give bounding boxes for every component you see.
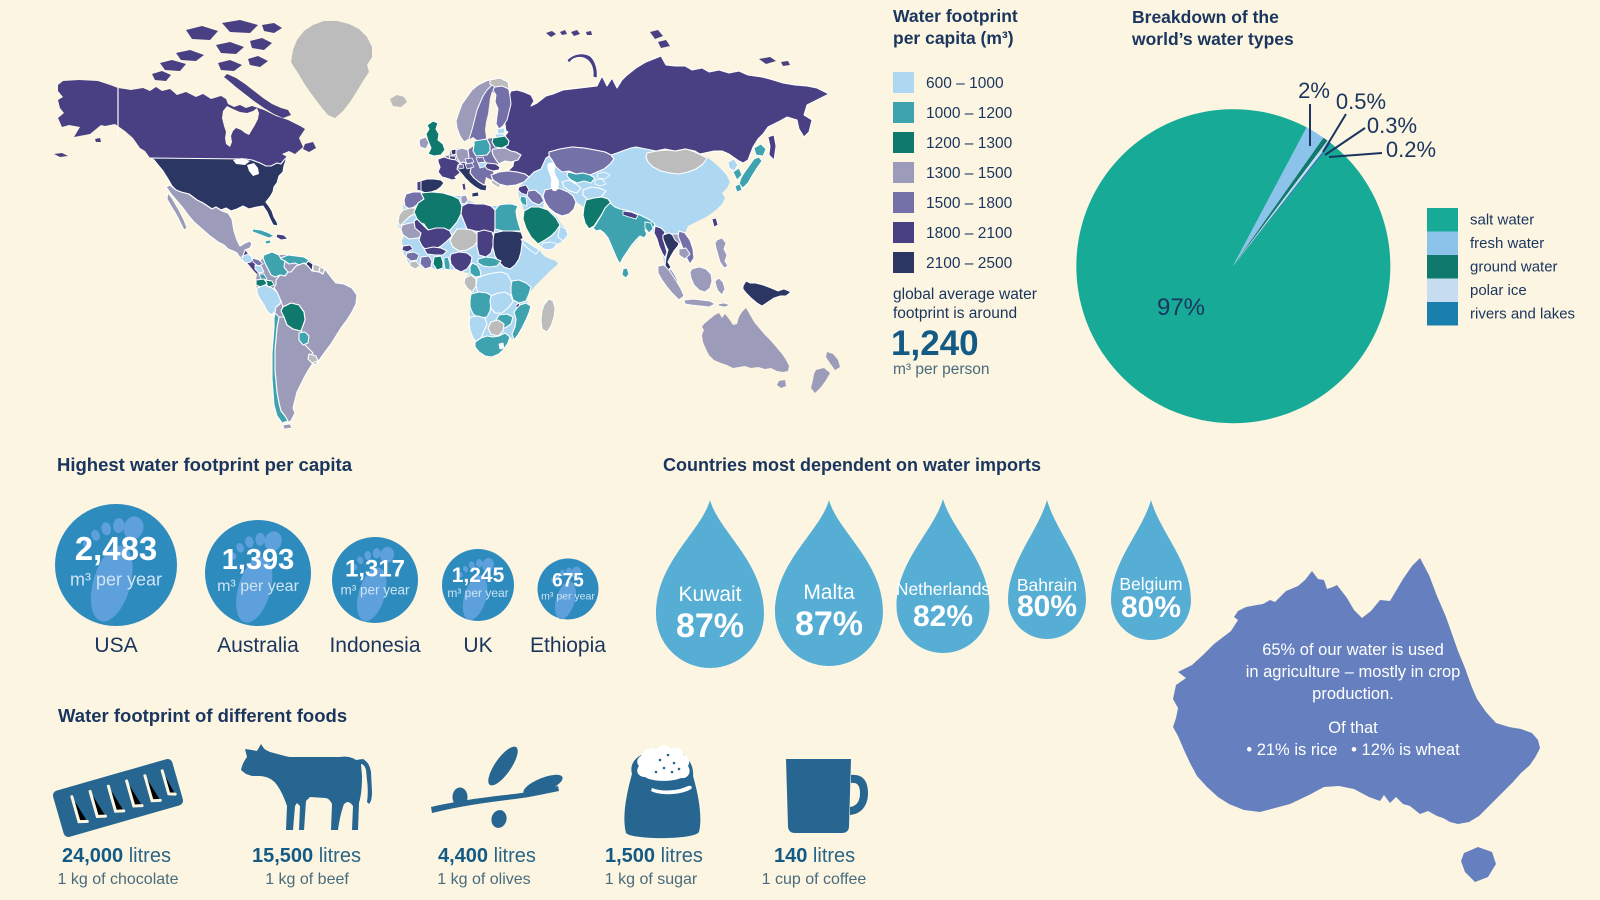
svg-text:Ethiopia: Ethiopia xyxy=(530,634,606,657)
svg-text:0.5%: 0.5% xyxy=(1336,89,1386,114)
svg-text:m³ per year: m³ per year xyxy=(340,583,410,598)
svg-text:salt water: salt water xyxy=(1470,212,1534,229)
svg-text:Kuwait: Kuwait xyxy=(678,583,741,606)
svg-text:Australia: Australia xyxy=(217,634,299,657)
svg-text:4,400 litres: 4,400 litres xyxy=(438,845,536,867)
svg-text:USA: USA xyxy=(94,634,137,657)
svg-text:Netherlands: Netherlands xyxy=(896,579,991,599)
svg-text:Breakdown of the: Breakdown of the xyxy=(1132,7,1279,27)
svg-text:1 kg of chocolate: 1 kg of chocolate xyxy=(58,871,179,888)
svg-text:Malta: Malta xyxy=(803,581,855,604)
svg-text:world’s water types: world’s water types xyxy=(1131,29,1294,49)
svg-text:2100 – 2500: 2100 – 2500 xyxy=(926,255,1013,272)
svg-text:m³ per year: m³ per year xyxy=(217,578,299,595)
svg-text:ground water: ground water xyxy=(1470,259,1558,276)
svg-text:80%: 80% xyxy=(1121,591,1181,624)
svg-text:UK: UK xyxy=(463,634,492,657)
svg-text:• 21% is rice • 12% is wheat: • 21% is rice • 12% is wheat xyxy=(1246,741,1460,759)
svg-text:1800 – 2100: 1800 – 2100 xyxy=(926,225,1013,242)
svg-text:1 cup of coffee: 1 cup of coffee xyxy=(762,871,867,888)
svg-text:m³ per person: m³ per person xyxy=(893,361,989,378)
svg-text:1,317: 1,317 xyxy=(345,556,405,583)
svg-text:1 kg of beef: 1 kg of beef xyxy=(265,871,349,888)
svg-text:polar ice: polar ice xyxy=(1470,282,1527,299)
svg-text:1200 – 1300: 1200 – 1300 xyxy=(926,135,1013,152)
svg-text:1 kg of olives: 1 kg of olives xyxy=(437,871,530,888)
svg-text:87%: 87% xyxy=(795,605,863,643)
svg-text:1 kg of sugar: 1 kg of sugar xyxy=(605,871,698,888)
svg-text:82%: 82% xyxy=(913,600,973,633)
svg-text:15,500 litres: 15,500 litres xyxy=(252,845,361,867)
svg-text:1500 – 1800: 1500 – 1800 xyxy=(926,195,1013,212)
svg-text:65% of our water is used: 65% of our water is used xyxy=(1262,641,1444,659)
svg-text:Water footprint of different f: Water footprint of different foods xyxy=(58,705,347,726)
svg-text:rivers and lakes: rivers and lakes xyxy=(1470,306,1575,323)
svg-text:per capita (m³): per capita (m³) xyxy=(893,28,1014,48)
svg-text:2,483: 2,483 xyxy=(75,530,158,567)
svg-text:Bahrain: Bahrain xyxy=(1017,575,1077,595)
svg-text:80%: 80% xyxy=(1017,590,1077,623)
svg-text:Of that: Of that xyxy=(1328,719,1378,737)
svg-text:140 litres: 140 litres xyxy=(774,845,855,867)
svg-text:675: 675 xyxy=(552,571,584,592)
svg-text:m³ per year: m³ per year xyxy=(70,570,162,590)
svg-text:1000 – 1200: 1000 – 1200 xyxy=(926,105,1013,122)
svg-text:97%: 97% xyxy=(1157,294,1205,321)
svg-text:m³ per year: m³ per year xyxy=(447,586,508,600)
svg-text:m³ per year: m³ per year xyxy=(541,590,595,602)
svg-text:Belgium: Belgium xyxy=(1119,574,1182,594)
svg-text:1,240: 1,240 xyxy=(891,324,979,363)
svg-text:Countries most dependent on wa: Countries most dependent on water import… xyxy=(663,455,1041,475)
svg-text:footprint is around: footprint is around xyxy=(893,305,1017,322)
svg-text:in agriculture – mostly in cro: in agriculture – mostly in crop xyxy=(1246,663,1461,681)
svg-text:1300 – 1500: 1300 – 1500 xyxy=(926,165,1013,182)
svg-text:1,393: 1,393 xyxy=(222,544,295,576)
svg-text:fresh water: fresh water xyxy=(1470,235,1544,252)
svg-text:24,000 litres: 24,000 litres xyxy=(62,845,171,867)
svg-text:0.3%: 0.3% xyxy=(1367,113,1417,138)
svg-text:0.2%: 0.2% xyxy=(1386,137,1436,162)
svg-text:87%: 87% xyxy=(676,607,744,645)
svg-text:2%: 2% xyxy=(1298,78,1330,103)
svg-text:global average water: global average water xyxy=(893,286,1037,303)
svg-text:1,245: 1,245 xyxy=(452,564,505,587)
svg-text:Highest water footprint per ca: Highest water footprint per capita xyxy=(57,454,353,475)
svg-text:1,500 litres: 1,500 litres xyxy=(605,845,703,867)
svg-text:600 – 1000: 600 – 1000 xyxy=(926,75,1004,92)
svg-text:production.: production. xyxy=(1312,685,1394,703)
svg-text:Indonesia: Indonesia xyxy=(329,634,420,657)
svg-text:Water footprint: Water footprint xyxy=(893,6,1018,26)
